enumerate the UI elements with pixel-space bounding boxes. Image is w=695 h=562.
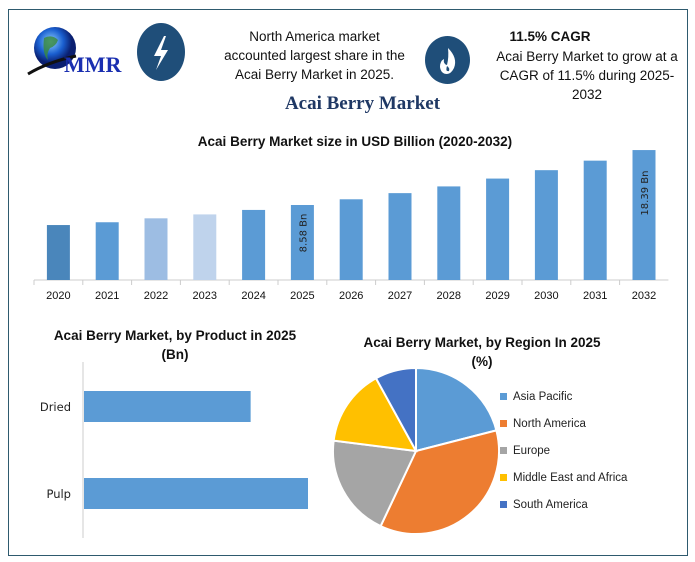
- legend-item: Europe: [500, 437, 627, 464]
- data-label-2032: 18.39 Bn: [640, 171, 651, 216]
- product-bar-chart: Dried Pulp: [40, 362, 308, 538]
- x-tick-label-2032: 2032: [632, 290, 656, 302]
- legend-item: North America: [500, 410, 627, 437]
- x-tick-label-2025: 2025: [290, 290, 314, 302]
- legend-swatch: [500, 393, 507, 400]
- bar-2030: [534, 170, 558, 280]
- x-tick-label-2029: 2029: [485, 290, 509, 302]
- slice-middle-east-and-africa: [332, 376, 418, 453]
- bar-2027: [388, 193, 412, 280]
- cagr-title: 11.5% CAGR: [509, 29, 591, 44]
- x-tick-label-2026: 2026: [339, 290, 363, 302]
- bar-2025: [290, 205, 314, 280]
- region-pie-chart: [332, 366, 500, 535]
- x-tick-label-2028: 2028: [437, 290, 461, 302]
- logo-text: MMR: [64, 52, 122, 77]
- x-tick-label-2031: 2031: [583, 290, 607, 302]
- x-tick-label-2022: 2022: [144, 290, 168, 302]
- highlight-north-america: North America market accounted largest s…: [224, 29, 405, 82]
- category-label-pulp: Pulp: [46, 487, 71, 501]
- main-title: Acai Berry Market: [284, 93, 441, 114]
- data-label-2025: 8.58 Bn: [298, 214, 309, 253]
- bar-2026: [339, 199, 363, 280]
- legend-label: Europe: [513, 444, 551, 457]
- legend-item: South America: [500, 491, 627, 518]
- legend-item: Middle East and Africa: [500, 464, 627, 491]
- legend-label: Middle East and Africa: [513, 471, 628, 484]
- bar-2021: [95, 222, 119, 280]
- bar-2032: [632, 150, 656, 280]
- legend-label: North America: [513, 417, 586, 430]
- category-label-dried: Dried: [40, 400, 71, 414]
- bar-dried: [84, 391, 251, 422]
- legend-swatch: [500, 501, 507, 508]
- slice-europe: [332, 439, 418, 528]
- x-tick-label-2027: 2027: [388, 290, 412, 302]
- lightning-icon: [154, 36, 168, 70]
- x-tick-label-2023: 2023: [193, 290, 217, 302]
- x-tick-label-2024: 2024: [241, 290, 265, 302]
- bar-2022: [144, 218, 168, 280]
- legend-label: South America: [513, 498, 588, 511]
- legend-swatch: [500, 474, 507, 481]
- globe-icon: [27, 27, 77, 76]
- slice-south-america: [374, 366, 417, 452]
- legend-label: Asia Pacific: [513, 390, 573, 403]
- x-tick-label-2020: 2020: [46, 290, 70, 302]
- legend-item: Asia Pacific: [500, 383, 627, 410]
- region-legend: Asia Pacific North America Europe Middle Ea…: [500, 383, 627, 518]
- legend-swatch: [500, 420, 507, 427]
- x-tick-label-2021: 2021: [95, 290, 119, 302]
- infographic-frame: [8, 9, 688, 556]
- flame-icon: [440, 48, 456, 74]
- region-chart-title: Acai Berry Market, by Region In 2025 (%): [363, 335, 601, 369]
- slice-asia-pacific: [415, 366, 498, 453]
- slice-north-america: [379, 429, 500, 535]
- bar-2020: [46, 225, 70, 280]
- mmr-logo: MMR: [22, 24, 134, 84]
- bar-2024: [242, 209, 266, 280]
- market-size-bar-chart: 2020 2021 2022 2023 2024 2025 8.58 Bn 2026 2027 2…: [33, 150, 669, 302]
- product-chart-title: Acai Berry Market, by Product in 2025 (B…: [53, 328, 297, 362]
- x-tick-label-2030: 2030: [534, 290, 558, 302]
- bar-2028: [437, 186, 461, 280]
- bar-pulp: [84, 478, 308, 509]
- bar-2031: [583, 160, 607, 280]
- bar-2023: [193, 214, 217, 280]
- bar-2029: [486, 178, 510, 280]
- legend-swatch: [500, 447, 507, 454]
- cagr-text: Acai Berry Market to grow at a CAGR of 1…: [496, 49, 678, 102]
- lightning-icon-circle: [137, 23, 185, 81]
- market-size-chart-title: Acai Berry Market size in USD Billion (2…: [197, 134, 513, 149]
- flame-icon-circle: [425, 36, 470, 84]
